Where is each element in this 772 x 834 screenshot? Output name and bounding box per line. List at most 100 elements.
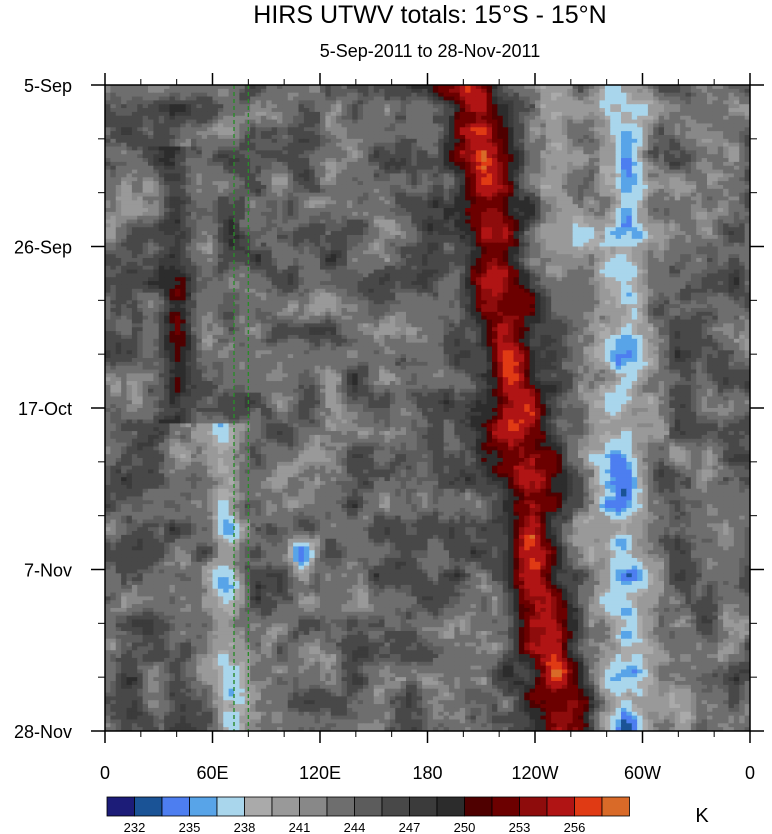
heatmap-cell [185,111,192,117]
heatmap-cell [352,131,359,136]
heatmap-cell [685,134,692,140]
heatmap-cell [561,85,568,90]
heatmap-cell [217,100,224,105]
heatmap-cell [707,215,713,221]
heatmap-cell [690,96,697,101]
heatmap-cell [449,100,455,105]
heatmap-cell [320,131,326,136]
heatmap-cell [217,131,224,136]
heatmap-cell [191,188,197,194]
heatmap-cell [631,92,638,98]
heatmap-cell [121,127,128,132]
heatmap-cell [411,200,418,205]
heatmap-cell [196,196,203,201]
heatmap-cell [508,119,515,125]
heatmap-cell [674,238,681,244]
heatmap-cell [217,88,224,94]
heatmap-cell [674,188,681,194]
heatmap-cell [212,231,219,236]
heatmap-cell [556,88,563,94]
heatmap-cell [126,223,133,228]
heatmap-cell [180,142,187,148]
heatmap-cell [346,85,353,90]
heatmap-cell [540,219,547,225]
heatmap-cell [572,165,579,171]
heatmap-cell [578,204,584,209]
heatmap-cell [492,192,498,198]
heatmap-cell [207,88,214,94]
heatmap-cell [712,204,719,209]
heatmap-cell [110,127,117,132]
heatmap-cell [572,88,579,94]
heatmap-cell [105,104,111,109]
heatmap-cell [438,200,445,205]
heatmap-cell [556,104,563,109]
heatmap-cell [631,131,638,136]
heatmap-cell [664,215,670,221]
heatmap-cell [465,196,472,201]
heatmap-cell [320,138,326,144]
heatmap-cell [363,85,369,90]
heatmap-cell [212,134,219,140]
heatmap-cell [658,177,665,182]
heatmap-cell [201,196,208,201]
heatmap-cell [572,231,579,236]
heatmap-cell [744,204,750,209]
heatmap-cell [153,131,160,136]
heatmap-cell [115,146,122,151]
heatmap-cell [395,188,402,194]
heatmap-cell [115,242,122,248]
heatmap-cell [389,181,396,186]
heatmap-cell [180,238,187,244]
heatmap-cell [260,219,267,225]
heatmap-cell [551,150,558,155]
heatmap-cell [341,219,348,225]
heatmap-cell [207,227,214,232]
heatmap-cell [174,192,181,198]
heatmap-cell [110,181,117,186]
heatmap-cell [653,115,660,121]
heatmap-cell [384,119,391,125]
heatmap-cell [540,138,547,144]
heatmap-cell [217,169,224,175]
heatmap-cell [599,158,606,163]
heatmap-cell [513,85,520,90]
heatmap-cell [110,242,117,248]
heatmap-cell [621,142,627,148]
heatmap-cell [309,150,316,155]
heatmap-cell [739,169,746,175]
heatmap-cell [287,219,294,225]
heatmap-cell [475,142,482,148]
heatmap-cell [153,234,160,240]
heatmap-cell [561,158,568,163]
heatmap-cell [400,92,407,98]
heatmap-cell [733,138,740,144]
heatmap-cell [449,173,455,178]
heatmap-cell [336,127,343,132]
heatmap-cell [669,234,676,240]
heatmap-cell [287,88,294,94]
heatmap-cell [637,165,644,171]
heatmap-cell [733,123,740,128]
heatmap-cell [508,115,515,121]
heatmap-cell [518,127,525,132]
heatmap-cell [438,111,445,117]
heatmap-cell [411,142,418,148]
heatmap-cell [680,188,687,194]
heatmap-cell [642,223,649,228]
heatmap-cell [169,200,176,205]
heatmap-cell [330,169,337,175]
heatmap-cell [395,215,402,221]
heatmap-cell [293,219,300,225]
heatmap-cell [228,181,235,186]
heatmap-cell [524,165,531,171]
heatmap-cell [422,215,429,221]
heatmap-cell [524,154,531,159]
heatmap-cell [110,211,117,217]
heatmap-cell [158,142,165,148]
heatmap-cell [185,219,192,225]
heatmap-cell [223,131,230,136]
heatmap-cell [621,208,627,213]
heatmap-cell [169,108,176,113]
heatmap-cell [723,96,730,101]
